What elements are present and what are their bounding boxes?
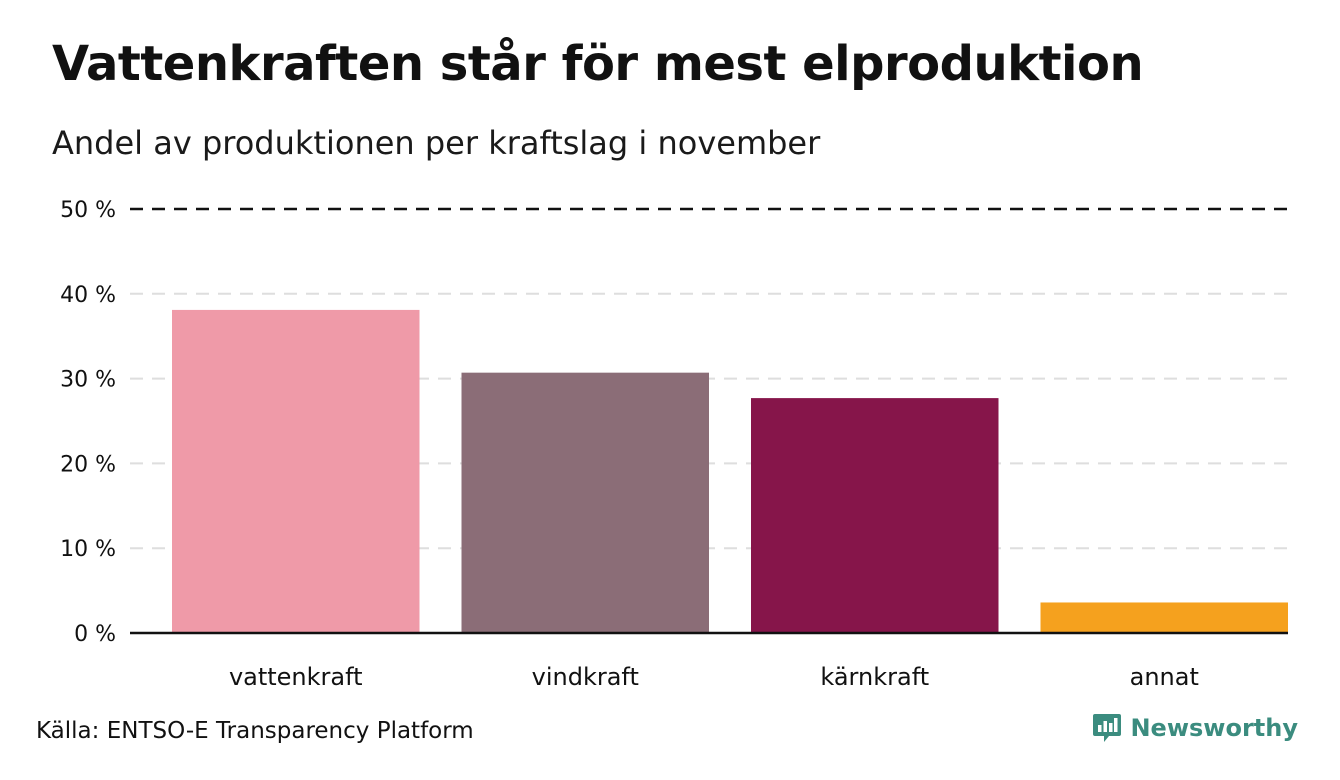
bar-vindkraft: [461, 372, 709, 633]
bar-vattenkraft: [172, 309, 420, 633]
y-tick-label: 50 %: [60, 198, 116, 223]
y-tick-label: 10 %: [60, 537, 116, 562]
y-tick-label: 40 %: [60, 283, 116, 308]
y-tick-label: 0 %: [74, 622, 116, 647]
bar-chart: 0 % 10 % 20 % 30 % 40 % 50 % vattenkraft vindkr…: [60, 198, 1288, 691]
x-category-label: annat: [1130, 663, 1199, 691]
y-tick-label: 20 %: [60, 452, 116, 477]
brand-name: Newsworthy: [1130, 714, 1298, 742]
bar-annat: [1040, 602, 1288, 633]
newsworthy-logo-icon: [1093, 714, 1122, 742]
chart-subtitle: Andel av produktionen per kraftslag i no…: [52, 124, 821, 162]
brand-logo: Newsworthy: [1092, 712, 1298, 744]
x-category-label: vindkraft: [532, 663, 639, 691]
x-category-label: vattenkraft: [229, 663, 363, 691]
x-category-label: kärnkraft: [820, 663, 929, 691]
source-note: Källa: ENTSO-E Transparency Platform: [36, 718, 474, 744]
bar-kärnkraft: [751, 398, 999, 633]
y-tick-label: 30 %: [60, 368, 116, 393]
chart-title: Vattenkraften står för mest elproduktion: [52, 36, 1144, 92]
